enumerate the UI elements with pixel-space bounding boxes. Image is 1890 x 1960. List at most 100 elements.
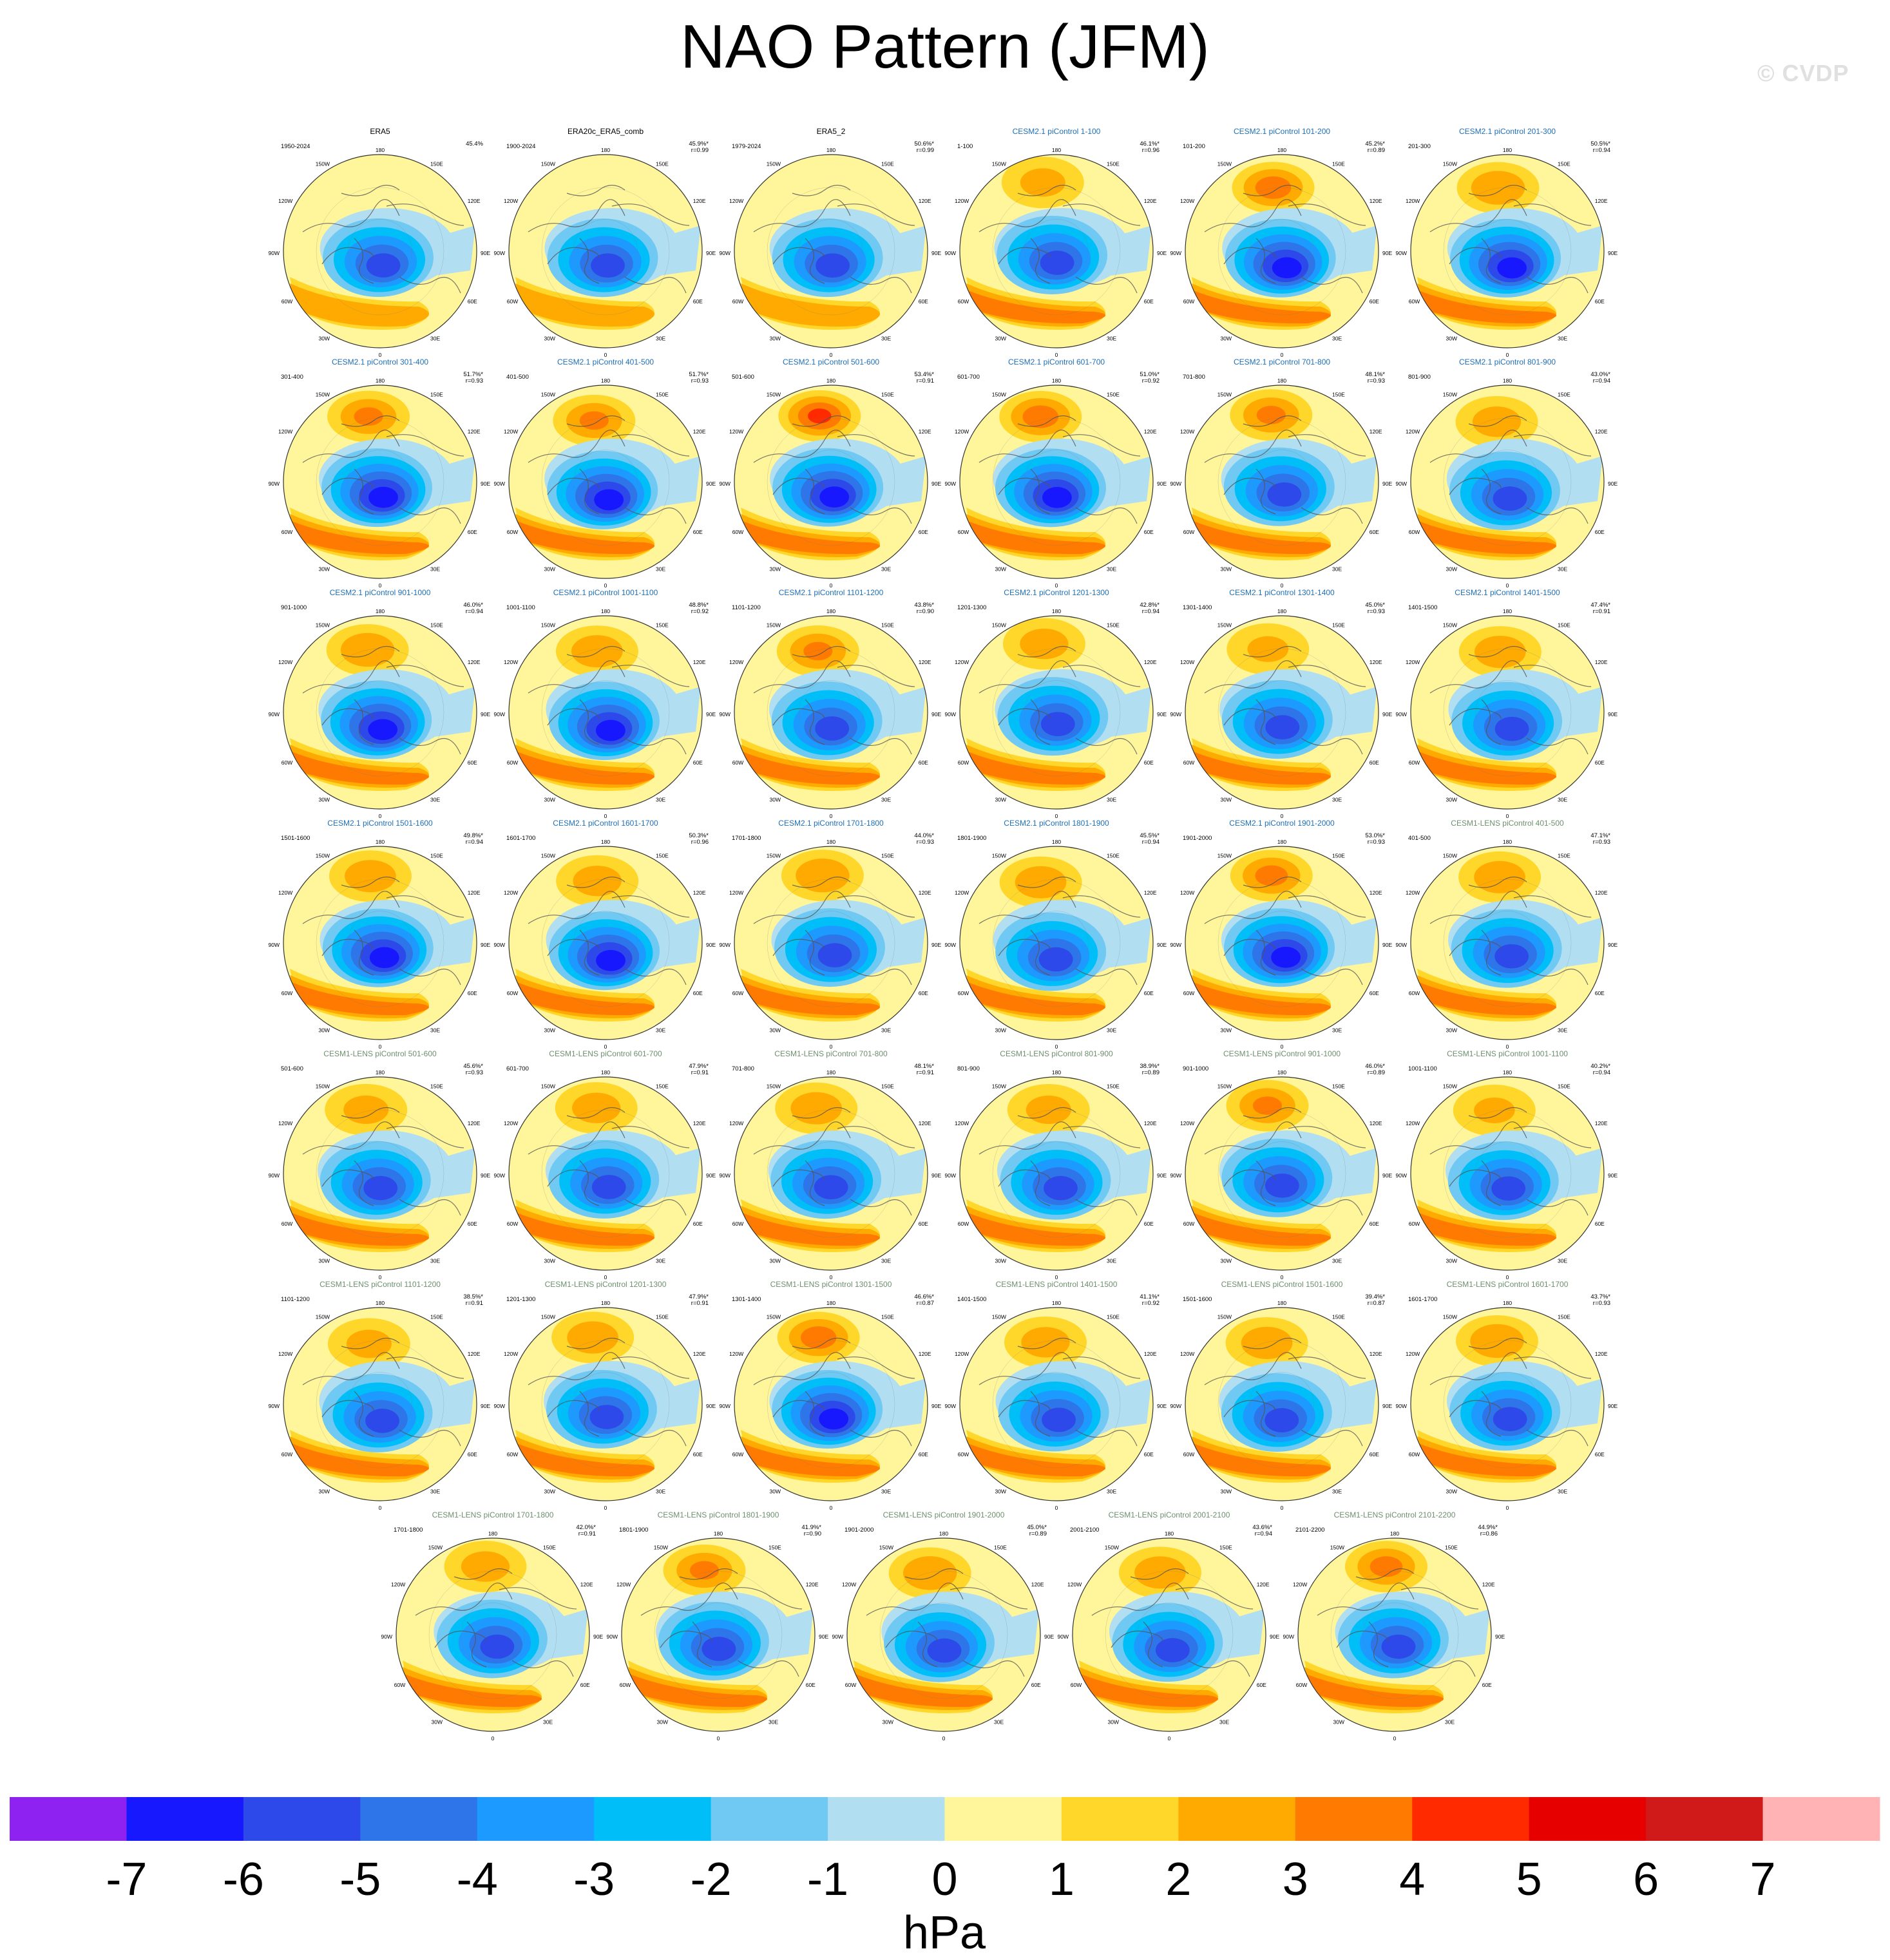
coastline [1301,1429,1363,1447]
map-panel: CESM1-LENS piControl 901-1000 901-1000 46.… [1170,1049,1393,1280]
panel-correlation: r=0.91 [691,1300,709,1307]
lon-label: 90W [494,1172,505,1179]
lon-label: 60W [958,298,969,305]
lon-label: 90W [945,1172,956,1179]
coastline [772,1400,825,1418]
map-field [283,616,477,809]
coastline [321,1400,374,1418]
atlantic-high-contour [515,751,654,785]
coastline [1111,1630,1163,1648]
atlantic-high-contour [515,982,654,1016]
arctic-low-extension [425,1378,475,1430]
coastline [624,968,687,985]
latitude-circle [348,1372,412,1436]
map-border [959,615,1154,810]
lon-label: 150E [1332,160,1345,167]
panel-correlation: r=0.90 [804,1530,821,1537]
lon-label: 90W [720,1403,730,1409]
lon-label: 0 [1281,582,1284,589]
map-border [1185,385,1379,579]
coastline [792,645,851,658]
map-border [959,1307,1154,1501]
lon-label: 90E [1608,942,1618,948]
lon-label: 120E [919,659,931,665]
lon-label: 60W [507,298,518,305]
watermark: © CVDP [1757,60,1849,86]
lon-label: 30E [881,336,891,342]
panel-period: 101-200 [1183,143,1205,150]
latitude-circle [1475,450,1540,514]
atlantic-high-contour [1192,1443,1331,1477]
lon-label: 150W [767,1313,781,1320]
lon-label: 60W [732,759,743,766]
panel-percent-variance: 41.1%* [1140,1293,1160,1300]
iceland-low-contour [816,253,850,278]
colorbar-tick-label: -1 [807,1854,848,1905]
coastline [1075,1199,1138,1216]
lon-label: 30E [1107,1258,1116,1264]
panel-period: 801-900 [957,1065,980,1072]
lon-label: 120E [693,428,706,435]
panel-correlation: r=0.91 [691,1069,709,1076]
pacific-high-contour [571,635,623,668]
coastline [772,1169,825,1187]
lon-label: 90E [481,711,490,718]
atlantic-high-contour [1417,1443,1556,1477]
panel-correlation: r=0.93 [1593,839,1610,846]
coastline [1204,430,1302,463]
lon-label: 60W [1183,990,1194,996]
lon-label: 60W [958,529,969,535]
atlantic-high-contour [966,982,1105,1016]
lon-label: 0 [830,1043,833,1050]
lon-label: 0 [1506,813,1509,819]
map-field [283,1308,477,1501]
lon-label: 60E [919,529,928,535]
map-field [734,1077,928,1270]
pacific-high-contour [343,1095,389,1124]
iceland-low-contour [1491,1176,1526,1201]
map-border [1297,1537,1492,1732]
colorbar-tick-label: -4 [457,1854,498,1905]
atlantic-high-contour [290,1443,429,1477]
arctic-low-extension [1102,1148,1152,1199]
map-panel: CESM2.1 piControl 1601-1700 1601-1700 50.3… [494,819,716,1050]
coastline [1301,276,1363,294]
lon-label: 180 [826,839,835,845]
arctic-low-extension [1102,1378,1152,1430]
coastline [1449,938,1502,956]
colorbar-tick-label: 7 [1750,1854,1776,1905]
pacific-high-contour [573,866,622,897]
panel-correlation: r=0.87 [917,1300,934,1307]
lon-label: 30E [768,1719,778,1726]
lon-label: 180 [376,377,385,384]
lon-label: 60E [1144,529,1154,535]
coastline [1017,645,1076,658]
map-panel: ERA5_2 1979-2024 50.6%*r=0.99 180 0 150W 120W 9… [720,127,942,358]
coastline [1255,1391,1276,1437]
lon-label: 120W [504,659,518,665]
map-field [509,385,702,578]
panel-period: 1801-1900 [957,835,986,842]
map-field [1411,1077,1604,1270]
pacific-high-contour [689,1561,720,1580]
coastline [1204,1352,1302,1385]
panel-title: CESM2.1 piControl 901-1000 [330,588,431,597]
lon-label: 30E [1558,336,1567,342]
lon-label: 120W [1406,1351,1420,1357]
panel-period: 1601-1700 [506,835,535,842]
coastline [302,199,400,233]
atlantic-high-contour [290,283,429,327]
panel-correlation: r=0.93 [1593,1300,1610,1307]
coastline [1449,1400,1502,1418]
coastline [772,477,825,495]
arctic-low-extension [425,917,475,969]
lon-label: 0 [830,1274,833,1280]
lon-label: 60E [468,1451,477,1458]
latitude-circle [1024,911,1089,975]
lon-label: 150E [994,1544,1007,1550]
panel-correlation: r=0.90 [917,608,934,615]
iceland-low-contour [1381,1634,1416,1659]
coastline [1481,699,1502,745]
map-field [509,616,702,809]
panel-period: 1901-2000 [845,1527,873,1534]
